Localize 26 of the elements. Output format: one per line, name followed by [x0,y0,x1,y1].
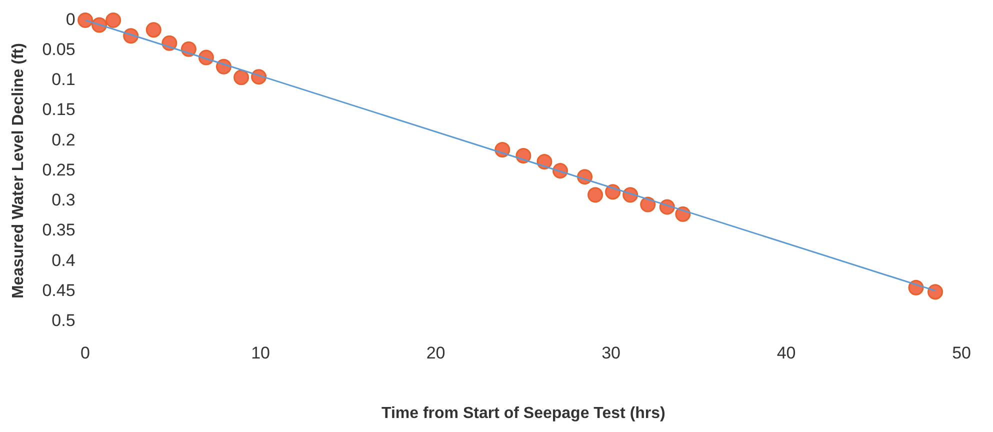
point [928,284,944,300]
point [640,196,656,212]
y-tick-label: 0.05 [42,40,76,60]
x-tick-label: 10 [251,343,270,362]
y-tick-label: 0.25 [42,160,76,180]
point [588,187,604,203]
x-tick-label: 0 [80,343,90,362]
x-tick-label: 40 [776,343,796,362]
x-axis-title: Time from Start of Seepage Test (hrs) [381,404,666,422]
y-tick-label: 0.3 [52,190,76,210]
x-tick-label: 20 [426,343,446,362]
y-axis-title: Measured Water Level Decline (ft) [10,43,28,299]
y-tick-label: 0.4 [52,250,76,270]
x-tick-label: 30 [602,343,621,362]
x-tick-label: 50 [952,343,972,362]
point [146,22,162,38]
point [78,12,94,28]
y-tick-label: 0.45 [42,280,76,300]
y-tick-label: 0.5 [52,311,76,330]
point [234,70,250,86]
y-tick-label: 0.15 [42,100,76,120]
y-tick-label: 0.1 [52,70,76,90]
y-tick-label: 0.35 [42,220,76,240]
y-tick-label: 0 [66,10,76,29]
point [106,12,122,28]
y-tick-label: 0.2 [52,130,76,150]
